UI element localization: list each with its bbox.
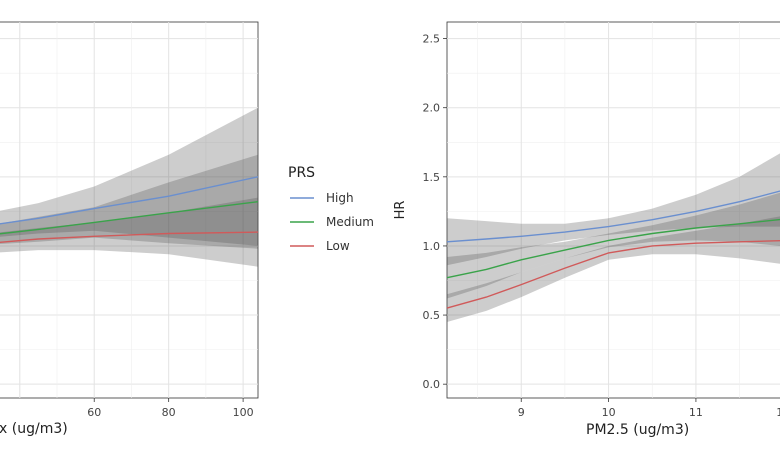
y-tick-label: 1.5 <box>423 171 441 184</box>
y-tick-label: 0.5 <box>423 309 441 322</box>
series-line-low <box>0 231 259 244</box>
panel-ox-grid <box>0 22 258 398</box>
legend-label-high: High <box>326 191 354 205</box>
panel-pm25-lines <box>446 190 780 309</box>
x-tick-label: 11 <box>689 406 703 419</box>
ci-band-high <box>0 107 258 246</box>
panel-ox-ci-bands <box>0 107 258 267</box>
panel-ox-plot-area <box>0 21 259 399</box>
ci-band-medium <box>447 192 780 299</box>
series-line-high <box>446 190 780 243</box>
series-line-medium <box>446 218 780 279</box>
y-tick-label: 2.0 <box>423 102 441 115</box>
legend-item-low: Low <box>290 239 350 253</box>
panel-pm25-y-axis-label: HR <box>393 201 408 220</box>
y-tick-label: 0.0 <box>423 378 441 391</box>
x-tick-label: 80 <box>162 406 176 419</box>
y-tick-label: 2.5 <box>423 33 441 46</box>
legend-label-low: Low <box>326 239 350 253</box>
panel-ox-x-axis-label: Ox (ug/m3) <box>0 421 68 437</box>
panel-ox-ticks: 60 80 100 <box>87 398 254 419</box>
series-line-medium <box>0 201 259 235</box>
legend-title: PRS <box>288 165 315 181</box>
legend-item-medium: Medium <box>290 215 374 229</box>
x-tick-label: 12 <box>776 406 780 419</box>
legend-label-medium: Medium <box>326 215 374 229</box>
ci-band-low <box>0 197 258 267</box>
panel-pm25-plot-area <box>446 21 780 399</box>
legend: PRS High Medium Low <box>288 165 374 253</box>
series-line-high <box>0 176 259 225</box>
panel-pm25-grid <box>447 22 780 398</box>
ci-band-medium <box>0 154 258 249</box>
legend-item-high: High <box>290 191 354 205</box>
ci-band-high <box>447 153 780 266</box>
panel-pm25-x-axis-label: PM2.5 (ug/m3) <box>586 422 689 438</box>
series-line-low <box>446 240 780 309</box>
panel-ox-lines <box>0 176 259 244</box>
x-tick-label: 10 <box>602 406 616 419</box>
y-tick-label: 1.0 <box>423 240 441 253</box>
x-tick-label: 9 <box>518 406 525 419</box>
x-tick-label: 60 <box>87 406 101 419</box>
x-tick-label: 100 <box>233 406 254 419</box>
panel-pm25-ticks: 9 10 11 12 0.0 0.5 1.0 1.5 2.0 2.5 <box>423 33 780 419</box>
panel-pm25: 91011120.00.51.01.52.02.5 PM2.5 (ug/m3) … <box>393 21 780 438</box>
panel-ox: 60 80 100 Ox (ug/m3) <box>0 21 259 437</box>
